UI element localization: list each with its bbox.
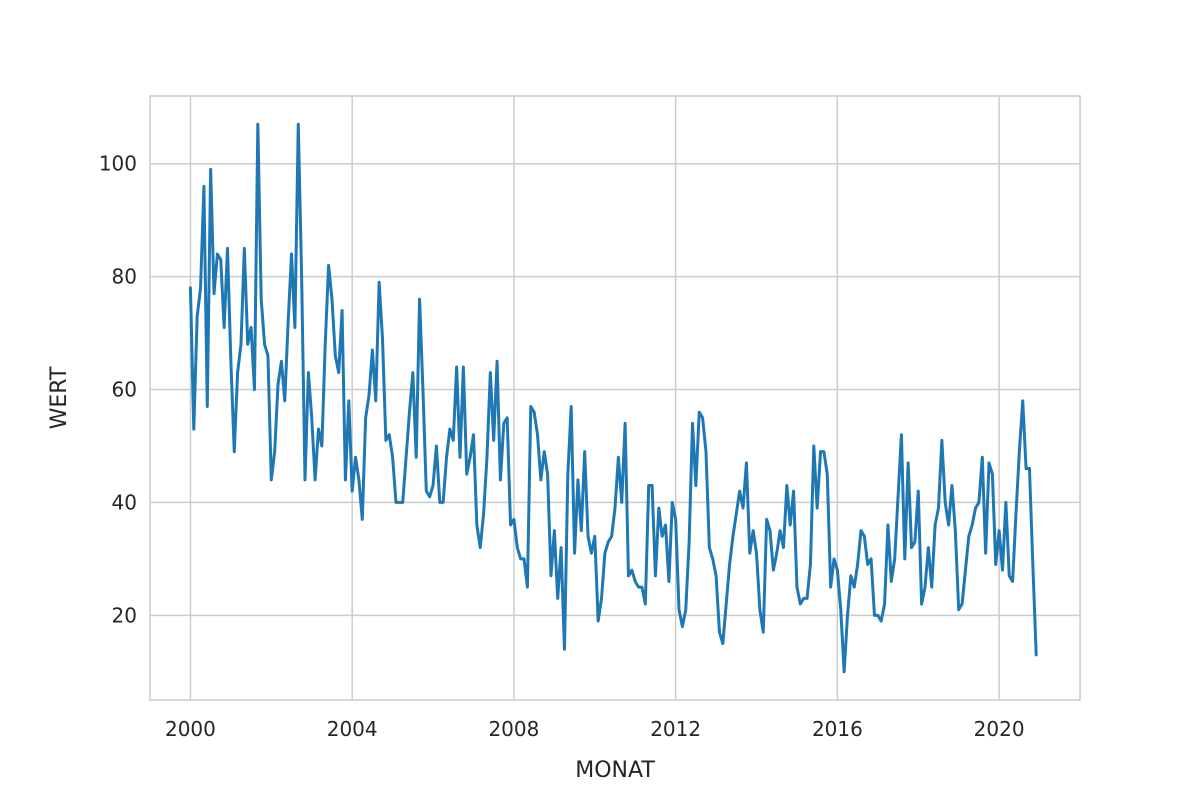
y-tick-label: 60 xyxy=(112,378,137,402)
x-tick-label: 2000 xyxy=(165,717,216,741)
grid-lines xyxy=(150,96,1080,700)
series-line xyxy=(188,122,1038,674)
x-tick-label: 2008 xyxy=(488,717,539,741)
y-tick-label: 80 xyxy=(112,265,137,289)
x-tick-label: 2004 xyxy=(327,717,378,741)
plot-area-frame xyxy=(149,95,1081,701)
y-tick-label: 40 xyxy=(112,490,137,514)
x-tick-label: 2016 xyxy=(812,717,863,741)
y-tick-label: 100 xyxy=(99,152,137,176)
x-tick-label: 2020 xyxy=(974,717,1025,741)
x-axis-title: MONAT xyxy=(575,758,655,783)
x-tick-label: 2012 xyxy=(650,717,701,741)
y-tick-label: 20 xyxy=(112,603,137,627)
series-layer xyxy=(188,122,1038,674)
y-axis-title: WERT xyxy=(47,366,72,429)
